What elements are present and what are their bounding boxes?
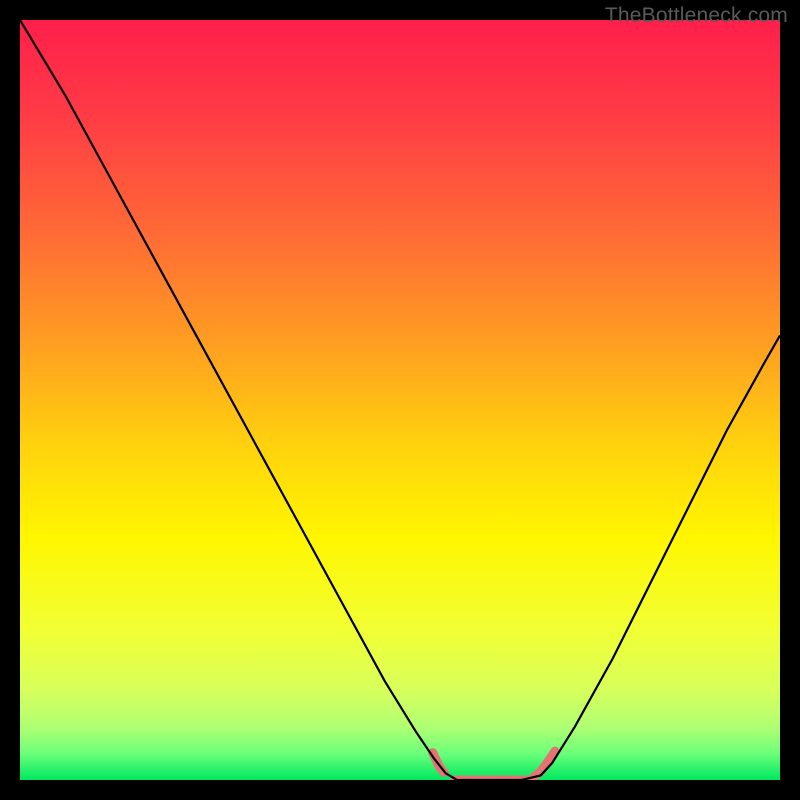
chart-container: TheBottleneck.com — [0, 0, 800, 800]
gradient-background — [20, 20, 780, 780]
watermark-text: TheBottleneck.com — [605, 4, 788, 28]
chart-svg — [20, 20, 780, 780]
plot-area — [20, 20, 780, 780]
